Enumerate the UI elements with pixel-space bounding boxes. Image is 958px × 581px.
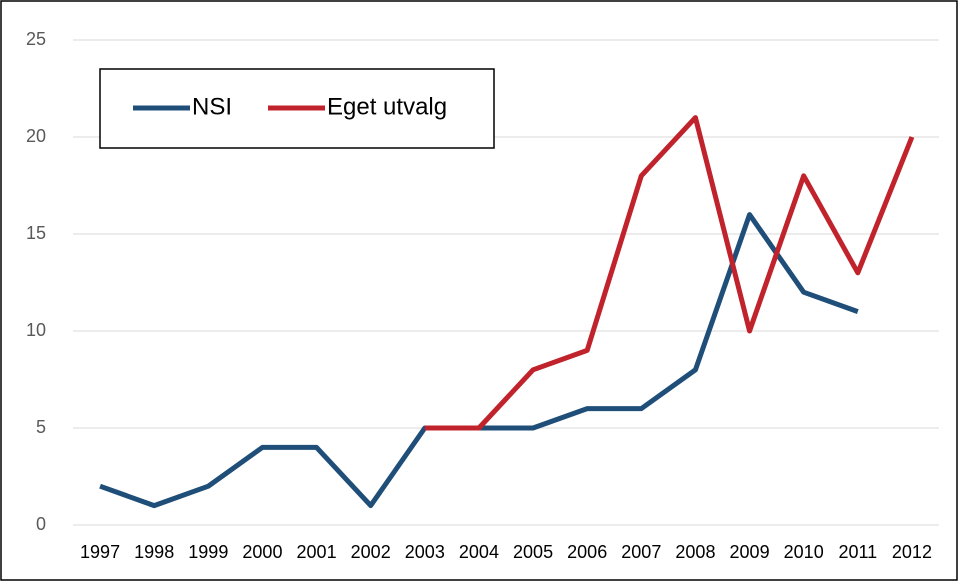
y-tick-label: 0 [36, 514, 46, 534]
y-tick-label: 10 [26, 320, 46, 340]
y-tick-label: 5 [36, 417, 46, 437]
y-tick-label: 15 [26, 223, 46, 243]
x-tick-label: 2000 [242, 542, 282, 562]
x-tick-label: 2005 [513, 542, 553, 562]
x-tick-label: 2012 [892, 542, 932, 562]
x-tick-label: 2011 [838, 542, 877, 562]
y-tick-label: 20 [26, 126, 46, 146]
x-tick-label: 2003 [405, 542, 445, 562]
x-tick-label: 2010 [784, 542, 824, 562]
x-tick-label: 1997 [80, 542, 120, 562]
y-tick-label: 25 [26, 29, 46, 49]
legend-label: Eget utvalg [327, 93, 447, 120]
x-tick-label: 2002 [351, 542, 391, 562]
x-tick-label: 2009 [730, 542, 770, 562]
x-tick-label: 1998 [134, 542, 174, 562]
x-tick-label: 2001 [297, 542, 337, 562]
x-tick-label: 2007 [621, 542, 661, 562]
legend-label: NSI [192, 93, 232, 120]
x-tick-label: 2006 [567, 542, 607, 562]
x-tick-label: 1999 [188, 542, 228, 562]
x-tick-label: 2004 [459, 542, 499, 562]
x-tick-label: 2008 [675, 542, 715, 562]
series-line [424, 115, 915, 431]
